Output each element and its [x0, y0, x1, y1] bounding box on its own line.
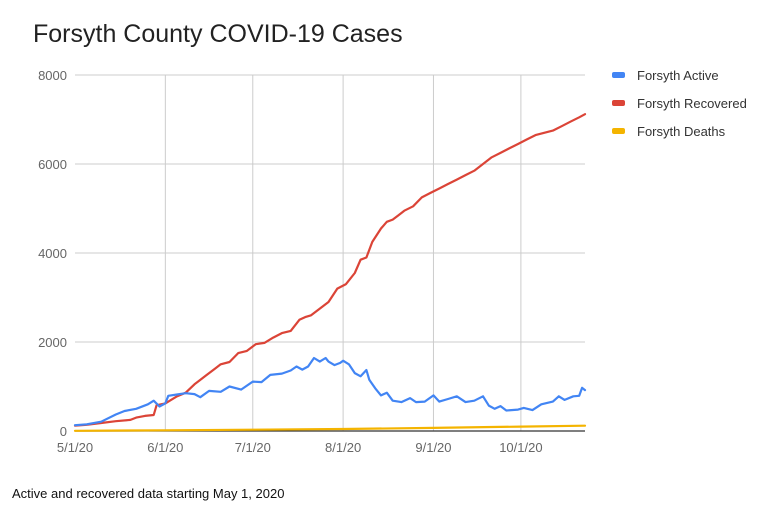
y-axis-tick-labels: 0 2000 4000 6000 8000	[38, 68, 67, 439]
chart-title: Forsyth County COVID-19 Cases	[33, 20, 403, 48]
legend: Forsyth Active Forsyth Recovered Forsyth D…	[612, 68, 747, 139]
y-tick-label: 8000	[38, 68, 67, 83]
forsyth-recovered-legend-swatch	[612, 100, 625, 106]
x-axis-tick-labels: 5/1/20 6/1/20 7/1/20 8/1/20 9/1/20 10/1/20	[57, 440, 543, 455]
y-tick-label: 6000	[38, 157, 67, 172]
forsyth-active-legend-swatch	[612, 72, 625, 78]
line-chart: 0 2000 4000 6000 8000 5/1/20 6/1/20 7/1/20 8/1/…	[38, 68, 747, 455]
forsyth-deaths-legend-label: Forsyth Deaths	[637, 124, 726, 139]
forsyth-deaths-line	[73, 424, 587, 432]
forsyth-recovered-line	[73, 113, 587, 427]
forsyth-recovered-legend-label: Forsyth Recovered	[637, 96, 747, 111]
x-tick-label: 8/1/20	[325, 440, 361, 455]
horizontal-gridlines	[75, 74, 585, 343]
x-tick-label: 6/1/20	[147, 440, 183, 455]
y-tick-label: 0	[60, 424, 67, 439]
forsyth-active-line	[73, 356, 587, 427]
series-lines	[73, 113, 587, 432]
forsyth-deaths-legend-swatch	[612, 128, 625, 134]
x-tick-label: 10/1/20	[499, 440, 542, 455]
vertical-gridlines	[164, 75, 522, 431]
chart-annotation: Active and recovered data starting May 1…	[12, 486, 285, 501]
y-tick-label: 2000	[38, 335, 67, 350]
x-tick-label: 7/1/20	[235, 440, 271, 455]
x-tick-label: 5/1/20	[57, 440, 93, 455]
forsyth-active-legend-label: Forsyth Active	[637, 68, 719, 83]
y-tick-label: 4000	[38, 246, 67, 261]
x-tick-label: 9/1/20	[415, 440, 451, 455]
